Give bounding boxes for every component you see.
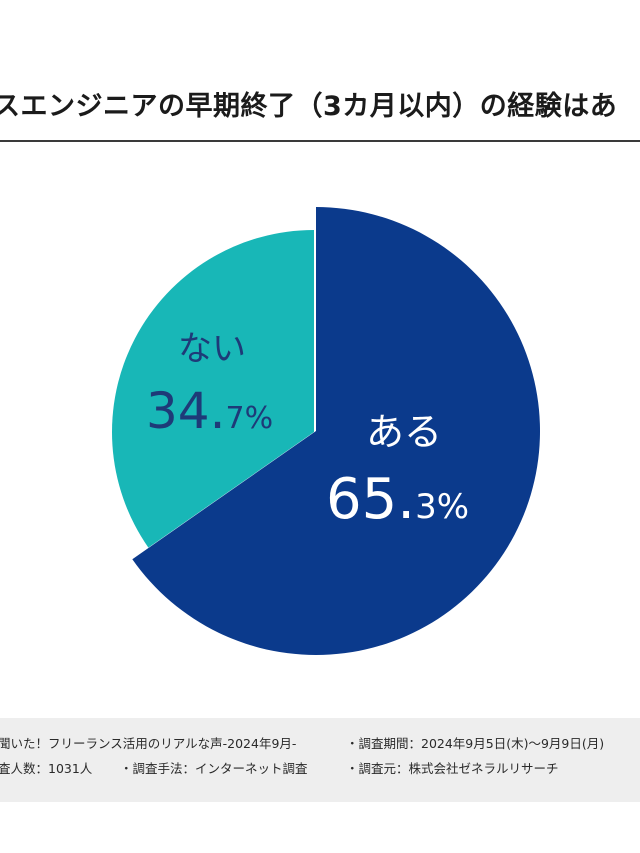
title-divider (0, 140, 640, 142)
survey-organizer: ・調査元：株式会社ゼネラルリサーチ (346, 761, 559, 776)
slice-value-nai: 34.7% (146, 382, 273, 440)
slice-value-aru-int: 65. (326, 467, 415, 532)
chart-title: ンスエンジニアの早期終了（3カ月以内）の経験はあ (0, 91, 618, 122)
survey-source: 聞いた！フリーランス活用のリアルな声-2024年9月- (0, 736, 297, 751)
slice-value-nai-int: 34. (146, 382, 226, 440)
slice-value-aru: 65.3% (326, 467, 469, 532)
slice-aru (132, 207, 541, 655)
slice-nai (112, 230, 314, 548)
pie-chart: ない 34.7% ある 65.3% (112, 207, 541, 655)
survey-period: ・調査期間：2024年9月5日(木)〜9月9日(月) (346, 736, 605, 751)
slice-label-nai: ない (178, 329, 246, 369)
slice-label-aru: ある (366, 410, 442, 454)
survey-method: ・調査手法：インターネット調査 (120, 761, 308, 776)
slice-value-aru-dec: 3% (415, 487, 469, 527)
survey-respondents: 査人数：1031人 (0, 761, 93, 776)
survey-footer: 聞いた！フリーランス活用のリアルな声-2024年9月- ・調査期間：2024年9… (0, 718, 640, 802)
slice-value-nai-dec: 7% (226, 401, 274, 436)
